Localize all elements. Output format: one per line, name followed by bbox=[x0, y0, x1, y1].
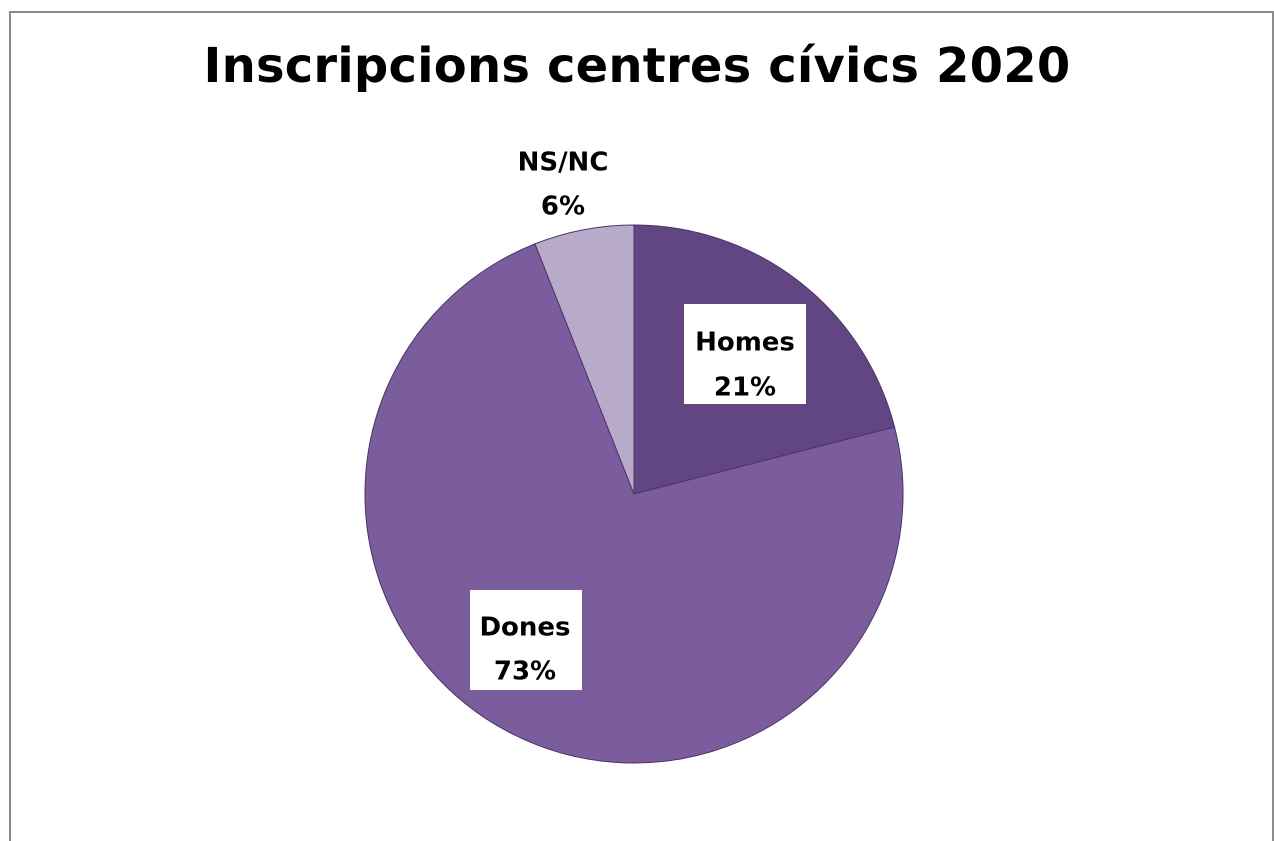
slice-category-label: Homes bbox=[695, 328, 795, 358]
data-label-box bbox=[470, 590, 582, 690]
chart-title: Inscripcions centres cívics 2020 bbox=[203, 38, 1071, 94]
slice-percent-label: 6% bbox=[541, 192, 585, 222]
pie-labels: Homes 21% Dones 73% NS/NC 6% bbox=[470, 148, 806, 690]
slice-percent-label: 73% bbox=[494, 657, 556, 687]
pie-slice-ns-nc bbox=[534, 224, 635, 495]
slice-percent-label: 21% bbox=[714, 373, 776, 403]
pie-slices bbox=[364, 224, 904, 764]
slice-category-label: Dones bbox=[479, 613, 570, 643]
slice-category-label: NS/NC bbox=[518, 148, 609, 178]
data-label-box bbox=[684, 304, 806, 404]
